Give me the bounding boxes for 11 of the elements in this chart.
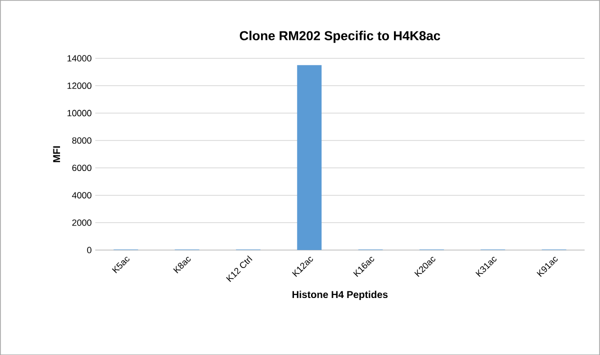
y-tick-label: 12000	[68, 82, 92, 89]
chart-title: Clone RM202 Specific to H4K8ac	[240, 30, 440, 43]
y-tick-label: 0	[87, 246, 92, 254]
y-tick-label: 10000	[68, 110, 92, 116]
y-tick-label: 4000	[72, 192, 92, 198]
y-tick-label: 14000	[68, 54, 92, 62]
y-tick-label: 6000	[72, 164, 92, 171]
y-tick-label: 2000	[72, 219, 92, 226]
y-tick-label: 8000	[72, 137, 92, 144]
y-axis-title: MFI	[53, 146, 60, 162]
x-axis-title: Histone H4 Peptides	[292, 290, 388, 300]
